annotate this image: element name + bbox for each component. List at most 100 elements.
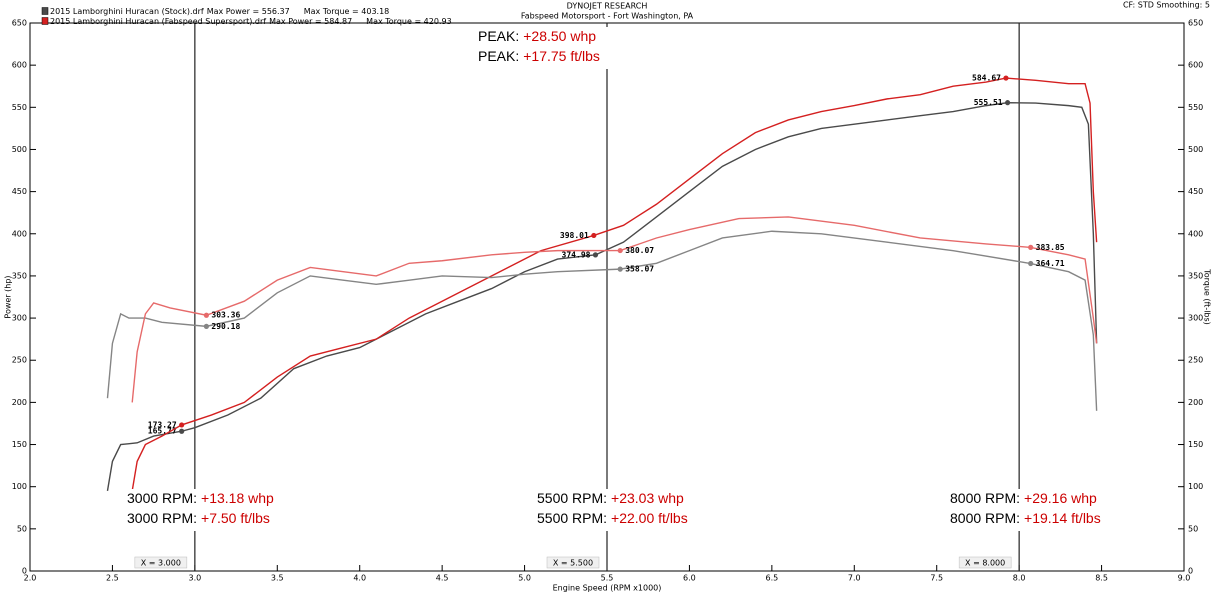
peak-text: PEAK: +28.50 whp bbox=[478, 28, 596, 44]
y-tick-label: 50 bbox=[17, 524, 27, 533]
series-line bbox=[106, 101, 1098, 492]
gain-text-label: 3000 RPM: bbox=[127, 510, 197, 526]
cursor-label-box bbox=[546, 556, 600, 569]
gain-text-label: 8000 RPM: bbox=[950, 510, 1020, 526]
marker-label: 165.77 bbox=[148, 427, 177, 436]
x-tick-label: 2.0 bbox=[24, 574, 37, 583]
gain-text-value: +23.03 whp bbox=[611, 490, 684, 506]
y2-tick-label: 600 bbox=[1188, 61, 1203, 70]
y-tick-label: 200 bbox=[12, 398, 27, 407]
gain-text-value: +29.16 whp bbox=[1024, 490, 1097, 506]
legend-name: 2015 Lamborghini Huracan (Fabspeed Super… bbox=[50, 17, 266, 26]
y2-axis-label: Torque (ft-lbs) bbox=[1203, 268, 1212, 325]
marker-label: 584.67 bbox=[972, 74, 1001, 83]
x-tick-label: 7.0 bbox=[848, 574, 861, 583]
marker bbox=[592, 252, 599, 258]
x-tick-label: 3.5 bbox=[271, 574, 284, 583]
y2-tick-label: 150 bbox=[1188, 440, 1203, 449]
y-tick-label: 300 bbox=[12, 314, 27, 323]
peak-text-label: PEAK: bbox=[478, 28, 519, 44]
chart-title: DYNOJET RESEARCH bbox=[567, 2, 648, 11]
gain-text-value: +13.18 whp bbox=[201, 490, 274, 506]
marker bbox=[203, 323, 209, 329]
legend-max-power: Max Power = 584.87 bbox=[269, 17, 352, 26]
gain-text-value: +19.14 ft/lbs bbox=[1024, 510, 1101, 526]
y-tick-label: 150 bbox=[12, 440, 27, 449]
y-tick-label: 250 bbox=[12, 356, 27, 365]
gain-text-bg bbox=[946, 489, 1106, 531]
series-line bbox=[106, 230, 1098, 411]
marker-label: 290.18 bbox=[211, 322, 240, 331]
y2-tick-label: 300 bbox=[1188, 314, 1203, 323]
y-tick-label: 450 bbox=[12, 187, 27, 196]
gain-text: 3000 RPM: +13.18 whp bbox=[127, 490, 274, 506]
y2-tick-label: 400 bbox=[1188, 229, 1203, 238]
marker-label: 398.01 bbox=[560, 231, 589, 240]
y2-tick-label: 450 bbox=[1188, 187, 1203, 196]
gain-text: 8000 RPM: +19.14 ft/lbs bbox=[950, 510, 1101, 526]
gain-text: 8000 RPM: +29.16 whp bbox=[950, 490, 1097, 506]
x-tick-label: 8.0 bbox=[1013, 574, 1026, 583]
marker-label: 364.71 bbox=[1036, 259, 1065, 268]
series-line bbox=[131, 216, 1098, 403]
cursor-label-box bbox=[958, 556, 1012, 569]
y-tick-label: 550 bbox=[12, 103, 27, 112]
chart-subtitle: Fabspeed Motorsport - Fort Washington, P… bbox=[521, 12, 694, 21]
gain-text-label: 5500 RPM: bbox=[537, 510, 607, 526]
gain-text-label: 3000 RPM: bbox=[127, 490, 197, 506]
x-tick-label: 4.0 bbox=[353, 574, 366, 583]
x-tick-label: 2.5 bbox=[106, 574, 119, 583]
x-tick-label: 5.5 bbox=[601, 574, 614, 583]
marker bbox=[179, 428, 185, 434]
x-tick-label: 8.5 bbox=[1095, 574, 1108, 583]
peak-text: PEAK: +17.75 ft/lbs bbox=[478, 48, 600, 64]
y2-tick-label: 50 bbox=[1188, 524, 1198, 533]
legend-swatch bbox=[41, 7, 49, 15]
y2-tick-label: 500 bbox=[1188, 145, 1203, 154]
marker-label: 173.27 bbox=[148, 420, 177, 429]
y2-tick-label: 650 bbox=[1188, 19, 1203, 28]
y-tick-label: 0 bbox=[22, 567, 27, 576]
gain-text: 5500 RPM: +22.00 ft/lbs bbox=[537, 510, 688, 526]
legend-max-torque: Max Torque = 420.93 bbox=[366, 17, 452, 26]
legend-name: 2015 Lamborghini Huracan (Stock).drf bbox=[50, 7, 204, 16]
peak-text-value: +28.50 whp bbox=[523, 28, 596, 44]
gain-text-bg bbox=[533, 489, 693, 531]
marker bbox=[1028, 260, 1034, 267]
marker-label: 380.07 bbox=[625, 246, 654, 255]
marker bbox=[1005, 100, 1011, 106]
gain-text: 3000 RPM: +7.50 ft/lbs bbox=[127, 510, 270, 526]
y2-tick-label: 0 bbox=[1188, 567, 1193, 576]
gain-text-bg bbox=[123, 489, 283, 531]
x-axis-label: Engine Speed (RPM x1000) bbox=[553, 584, 662, 593]
marker bbox=[1028, 244, 1034, 250]
peak-text-value: +17.75 ft/lbs bbox=[523, 48, 600, 64]
cursor-label: X = 3.000 bbox=[141, 559, 181, 568]
x-tick-label: 3.0 bbox=[188, 574, 201, 583]
y2-tick-label: 250 bbox=[1188, 356, 1203, 365]
marker-label: 374.98 bbox=[562, 250, 591, 259]
gain-text-label: 5500 RPM: bbox=[537, 490, 607, 506]
y-tick-label: 350 bbox=[12, 271, 27, 280]
marker-label: 383.85 bbox=[1036, 243, 1065, 252]
x-tick-label: 9.0 bbox=[1178, 574, 1191, 583]
y-tick-label: 600 bbox=[12, 61, 27, 70]
cursor-label-box bbox=[134, 556, 188, 569]
marker-label: 303.36 bbox=[211, 311, 240, 320]
y2-tick-label: 200 bbox=[1188, 398, 1203, 407]
y-tick-label: 650 bbox=[12, 19, 27, 28]
x-tick-label: 4.5 bbox=[436, 574, 449, 583]
cursor-label: X = 5.500 bbox=[553, 559, 593, 568]
y2-tick-label: 350 bbox=[1188, 271, 1203, 280]
peak-text-label: PEAK: bbox=[478, 48, 519, 64]
y2-tick-label: 100 bbox=[1188, 482, 1203, 491]
legend-entry: 2015 Lamborghini Huracan (Stock).drf Max … bbox=[50, 7, 389, 16]
marker bbox=[617, 266, 623, 272]
legend-entry: 2015 Lamborghini Huracan (Fabspeed Super… bbox=[50, 17, 452, 26]
x-tick-label: 7.5 bbox=[930, 574, 943, 583]
marker bbox=[203, 312, 209, 318]
series-line bbox=[131, 77, 1098, 492]
x-tick-label: 5.0 bbox=[518, 574, 531, 583]
legend-swatch bbox=[41, 17, 49, 25]
